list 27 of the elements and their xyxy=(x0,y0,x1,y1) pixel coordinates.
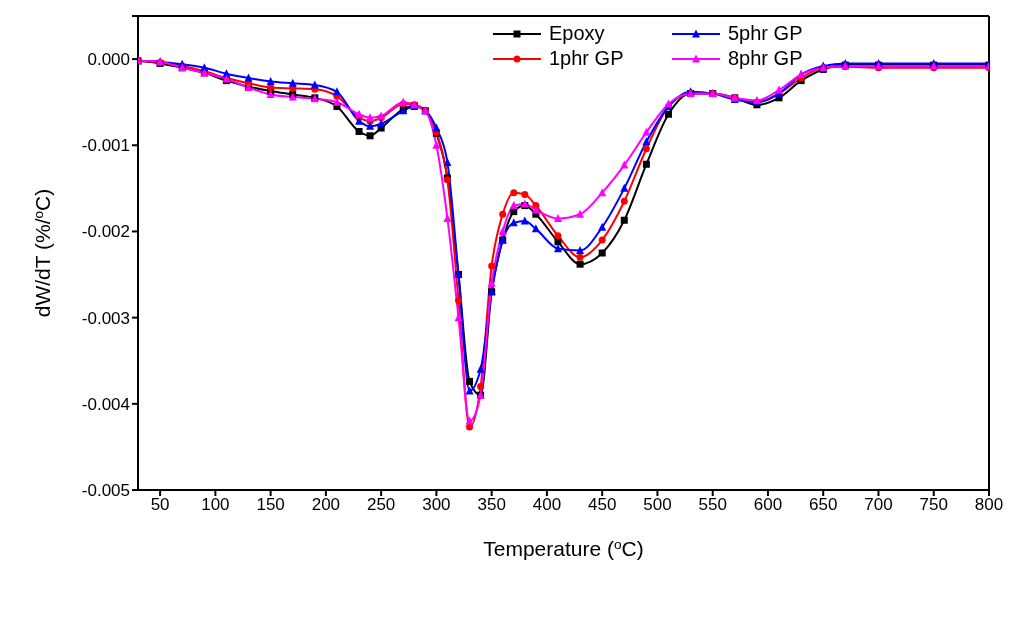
x-tick-label: 700 xyxy=(864,495,893,515)
x-tick-label: 500 xyxy=(643,495,672,515)
x-tick-label: 450 xyxy=(587,495,617,515)
x-tick-label: 200 xyxy=(311,495,341,515)
y-tick-label: -0.002 xyxy=(81,222,130,242)
x-tick-label: 650 xyxy=(809,495,838,515)
x-tick-label: 550 xyxy=(698,495,727,515)
x-tick-label: 800 xyxy=(974,495,1004,515)
y-tick-label: 0.000 xyxy=(87,50,130,70)
y-tick-label: -0.001 xyxy=(81,136,130,156)
legend-label: 5phr GP xyxy=(728,22,803,45)
y-tick-label: -0.004 xyxy=(81,394,130,414)
x-tick-label: 400 xyxy=(532,495,562,515)
legend-label: 1phr GP xyxy=(549,47,624,70)
x-tick-label: 350 xyxy=(477,495,506,515)
x-tick-label: 250 xyxy=(366,495,396,515)
x-axis-title: Temperature ($^{o}$C) xyxy=(483,536,644,560)
x-tick-label: 750 xyxy=(919,495,948,515)
x-tick-label: 150 xyxy=(256,495,285,515)
legend-label: 8phr GP xyxy=(728,47,803,70)
legend-label: Epoxy xyxy=(549,22,605,45)
y-tick-label: -0.003 xyxy=(81,308,130,328)
x-tick-label: 50 xyxy=(150,495,170,515)
y-tick-label: -0.005 xyxy=(81,481,130,501)
x-tick-label: 300 xyxy=(422,495,451,515)
x-tick-label: 600 xyxy=(753,495,783,515)
x-tick-label: 100 xyxy=(201,495,230,515)
